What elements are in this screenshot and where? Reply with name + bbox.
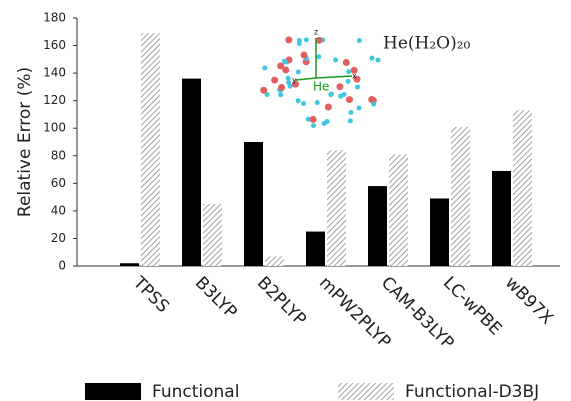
atom [333,57,338,62]
atom [286,76,291,81]
page: Relative Error (%) He(H₂O)₂₀ He z x y 0 2… [0,0,571,401]
x-tick-label: TPSS [128,272,173,317]
bar [368,186,387,266]
y-tick-label: 20 [51,231,66,245]
atom [271,77,278,84]
atom [310,116,317,123]
atom [301,52,308,59]
inset-label: He [313,80,329,94]
atom [338,94,343,99]
y-axis-label: Relative Error (%) [15,67,35,217]
atom [297,38,302,43]
y-tick-label: 40 [51,203,66,217]
y-tick-label: 100 [43,121,66,135]
inset-axis-line [316,76,352,78]
atom [346,69,351,74]
x-tick-label: B2PLYP [253,273,310,330]
atom [260,87,267,94]
bar [451,127,470,266]
legend-label: Functional [152,382,239,401]
y-tick-label: 80 [51,148,66,162]
atom [355,84,360,89]
chart: Relative Error (%) He(H₂O)₂₀ He z x y 0 2… [0,0,571,401]
atom [285,36,292,43]
atom [346,96,353,103]
atom [296,98,301,103]
y-tick-label: 160 [43,38,66,52]
bar [120,263,139,266]
bar [327,150,346,266]
atom [278,84,285,91]
bar [430,198,449,266]
y-tick-label: 140 [43,66,66,80]
y-tick-label: 120 [43,93,66,107]
atom [278,92,283,97]
bar [203,204,222,266]
atom [329,91,334,96]
atom [371,102,376,107]
atom [325,104,332,111]
atom [357,38,362,43]
x-tick-label: B3LYP [191,273,241,323]
bar [492,171,511,266]
x-tick-label: wB97X [501,273,557,329]
bar [306,232,325,266]
bar [265,256,284,266]
atom [296,70,301,75]
atom [376,57,381,62]
inset-axis: y [292,76,297,85]
atom [356,106,361,111]
atom [286,80,291,85]
y-tick-label: 60 [51,176,66,190]
bar [389,154,408,266]
inset-axis: z [314,28,318,37]
bar [182,79,201,266]
atom [369,56,374,61]
legend-swatch [338,383,394,400]
atom [315,100,320,105]
inset-title: He(H₂O)₂₀ [383,34,471,54]
atom [348,110,353,115]
atom [325,119,330,124]
legend-swatch [85,383,141,400]
atom [282,66,289,73]
bar [244,142,263,266]
atom [348,118,353,123]
atom [336,83,343,90]
atom [343,59,350,66]
bar [513,110,532,266]
y-tick-label: 0 [58,259,66,273]
y-tick-label: 180 [43,11,66,25]
legend-label: Functional-D3BJ [405,382,539,401]
atom [301,101,306,106]
atom [262,65,267,70]
atom [316,54,321,59]
atom [346,79,351,84]
atom [311,123,316,128]
bar [141,33,160,266]
atom [282,59,287,64]
inset-axis: x [352,72,357,81]
atom [304,37,309,42]
